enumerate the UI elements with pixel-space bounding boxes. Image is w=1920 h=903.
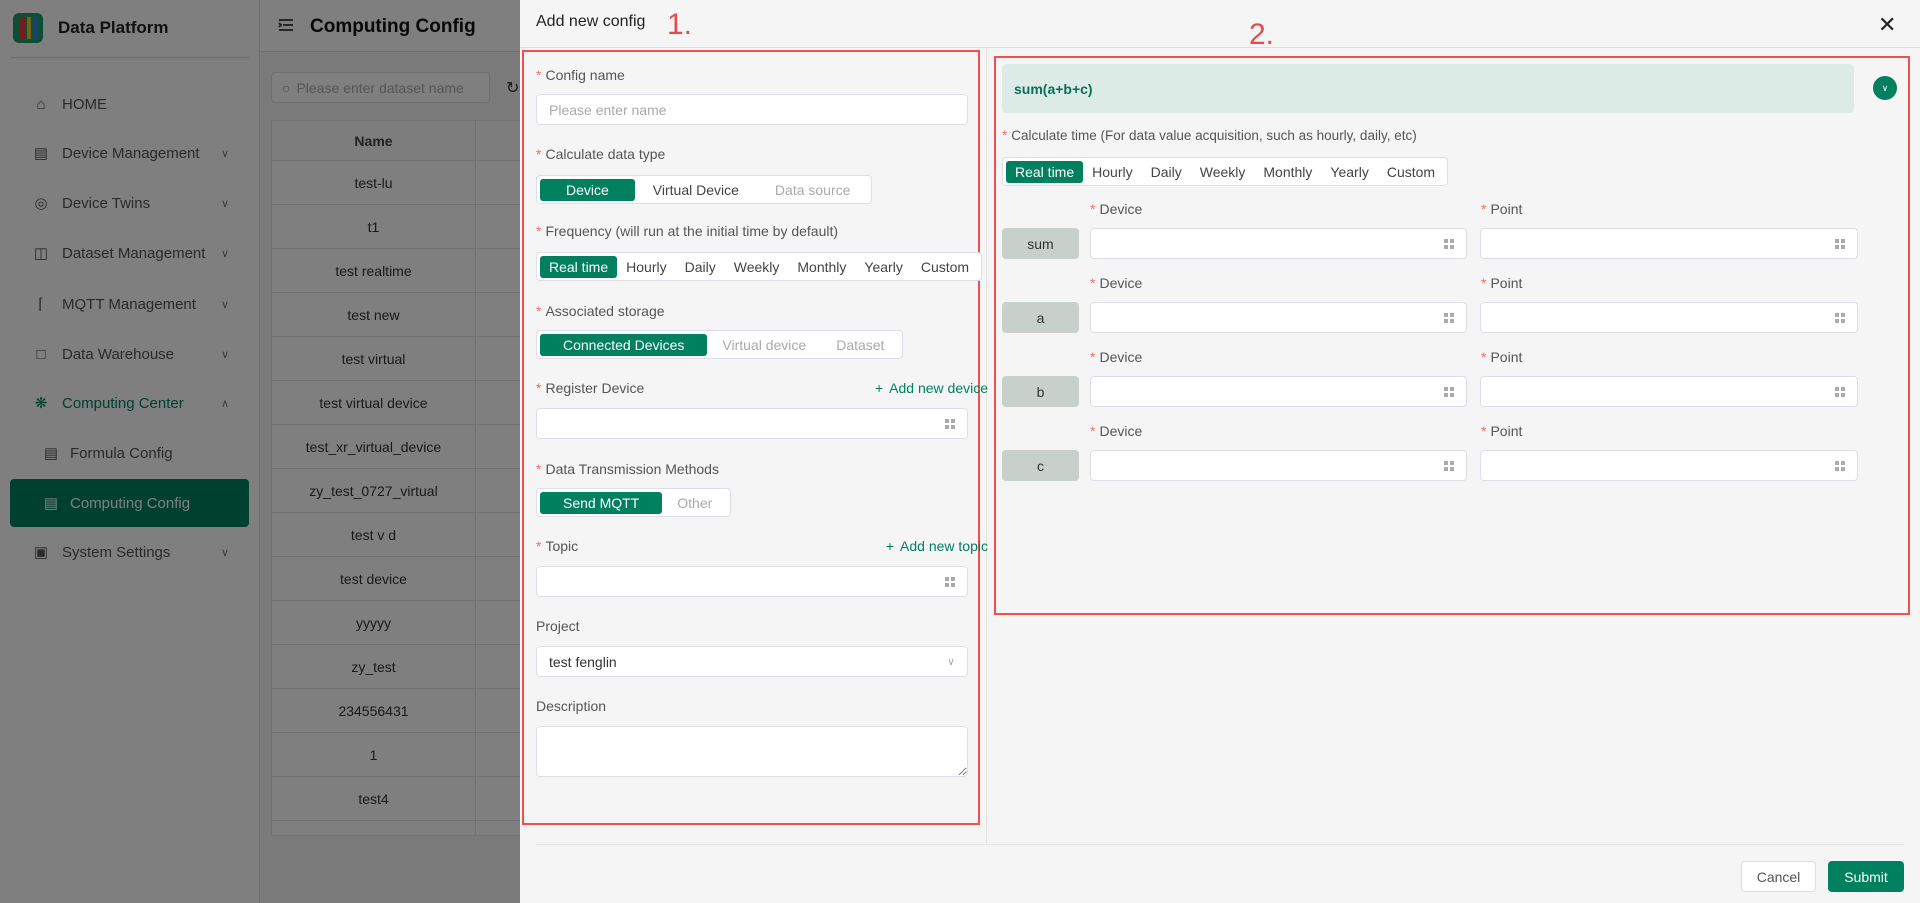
grid-icon: [1444, 239, 1454, 249]
option-daily[interactable]: Daily: [684, 258, 716, 275]
option-hourly[interactable]: Hourly: [1092, 163, 1133, 180]
data-type-label: * Calculate data type: [536, 146, 666, 162]
device-label: * Device: [1090, 201, 1143, 217]
option-daily[interactable]: Daily: [1150, 163, 1182, 180]
point-select-c[interactable]: [1480, 450, 1858, 481]
drawer-title: Add new config: [536, 13, 646, 30]
calc-time-segmented: Real time Hourly Daily Weekly Monthly Yearly C…: [1002, 157, 1449, 186]
option-real-time[interactable]: Real time: [540, 255, 618, 278]
data-type-segmented: Device Virtual Device Data source: [536, 175, 873, 204]
grid-icon: [1835, 239, 1845, 249]
add-new-topic-link[interactable]: + Add new topic: [885, 538, 988, 554]
variable-tag: sum: [1002, 228, 1079, 259]
divider: [536, 844, 1904, 845]
variable-tag: b: [1002, 376, 1079, 407]
grid-icon: [1835, 313, 1845, 323]
annotation-2: 2.: [1249, 18, 1275, 51]
chevron-down-icon: ∨: [1881, 82, 1889, 93]
option-weekly[interactable]: Weekly: [733, 258, 780, 275]
annotation-box-1: [522, 50, 980, 825]
topic-input[interactable]: [536, 566, 968, 597]
device-label: * Device: [1090, 423, 1143, 439]
option-real-time[interactable]: Real time: [1006, 160, 1084, 183]
grid-icon: [1835, 387, 1845, 397]
divider: [520, 47, 1920, 48]
option-dataset[interactable]: Dataset: [836, 336, 885, 353]
option-hourly[interactable]: Hourly: [626, 258, 667, 275]
formula-expression[interactable]: sum(a+b+c): [1002, 64, 1854, 113]
topic-label: * Topic: [536, 538, 579, 554]
description-textarea[interactable]: [536, 726, 968, 777]
collapse-toggle[interactable]: ∨: [1873, 76, 1897, 100]
grid-icon: [1444, 313, 1454, 323]
plus-icon: +: [874, 380, 884, 396]
option-send-mqtt[interactable]: Send MQTT: [540, 491, 663, 514]
option-other[interactable]: Other: [677, 494, 713, 511]
point-label: * Point: [1481, 349, 1523, 365]
close-icon[interactable]: ✕: [1878, 12, 1897, 37]
transmission-label: * Data Transmission Methods: [536, 461, 719, 477]
grid-icon: [945, 419, 955, 429]
grid-icon: [1835, 461, 1845, 471]
option-virtual-device[interactable]: Virtual Device: [652, 181, 739, 198]
point-label: * Point: [1481, 423, 1523, 439]
device-label: * Device: [1090, 275, 1143, 291]
annotation-box-2: [994, 56, 1910, 615]
panel-divider: [986, 48, 987, 844]
option-custom[interactable]: Custom: [1386, 163, 1436, 180]
option-data-source[interactable]: Data source: [774, 181, 851, 198]
add-config-drawer: Add new config ✕ 1. 2. * Config name Plea…: [520, 0, 1920, 903]
option-monthly[interactable]: Monthly: [797, 258, 847, 275]
grid-icon: [945, 577, 955, 587]
grid-icon: [1444, 387, 1454, 397]
option-yearly[interactable]: Yearly: [1330, 163, 1369, 180]
option-monthly[interactable]: Monthly: [1263, 163, 1313, 180]
project-select[interactable]: test fenglin ∨: [536, 646, 968, 677]
option-weekly[interactable]: Weekly: [1199, 163, 1246, 180]
register-device-label: * Register Device: [536, 380, 645, 396]
point-label: * Point: [1481, 275, 1523, 291]
point-select-b[interactable]: [1480, 376, 1858, 407]
frequency-segmented: Real time Hourly Daily Weekly Monthly Yearly C…: [536, 252, 983, 281]
option-virtual-device[interactable]: Virtual device: [722, 336, 807, 353]
frequency-label: * Frequency (will run at the initial time…: [536, 223, 839, 239]
variable-tag: c: [1002, 450, 1079, 481]
transmission-segmented: Send MQTT Other: [536, 488, 732, 517]
point-label: * Point: [1481, 201, 1523, 217]
config-name-input[interactable]: Please enter name: [536, 94, 968, 125]
device-select-c[interactable]: [1090, 450, 1467, 481]
device-select-b[interactable]: [1090, 376, 1467, 407]
point-select-sum[interactable]: [1480, 228, 1858, 259]
point-select-a[interactable]: [1480, 302, 1858, 333]
storage-segmented: Connected Devices Virtual device Dataset: [536, 330, 904, 359]
variable-tag: a: [1002, 302, 1079, 333]
plus-icon: +: [885, 538, 895, 554]
submit-button[interactable]: Submit: [1828, 861, 1904, 892]
chevron-down-icon: ∨: [946, 656, 955, 668]
storage-label: * Associated storage: [536, 303, 665, 319]
grid-icon: [1444, 461, 1454, 471]
option-yearly[interactable]: Yearly: [864, 258, 903, 275]
device-select-a[interactable]: [1090, 302, 1467, 333]
option-connected-devices[interactable]: Connected Devices: [540, 333, 708, 356]
device-select-sum[interactable]: [1090, 228, 1467, 259]
register-device-input[interactable]: [536, 408, 968, 439]
description-label: Description: [536, 698, 607, 714]
config-name-label: * Config name: [536, 67, 625, 83]
project-label: Project: [536, 618, 580, 634]
annotation-1: 1.: [667, 8, 693, 41]
cancel-button[interactable]: Cancel: [1741, 861, 1816, 892]
option-device[interactable]: Device: [540, 178, 635, 201]
device-label: * Device: [1090, 349, 1143, 365]
add-new-device-link[interactable]: + Add new device: [874, 380, 988, 396]
option-custom[interactable]: Custom: [920, 258, 970, 275]
calc-time-label: * Calculate time (For data value acquisit…: [1002, 128, 1417, 143]
